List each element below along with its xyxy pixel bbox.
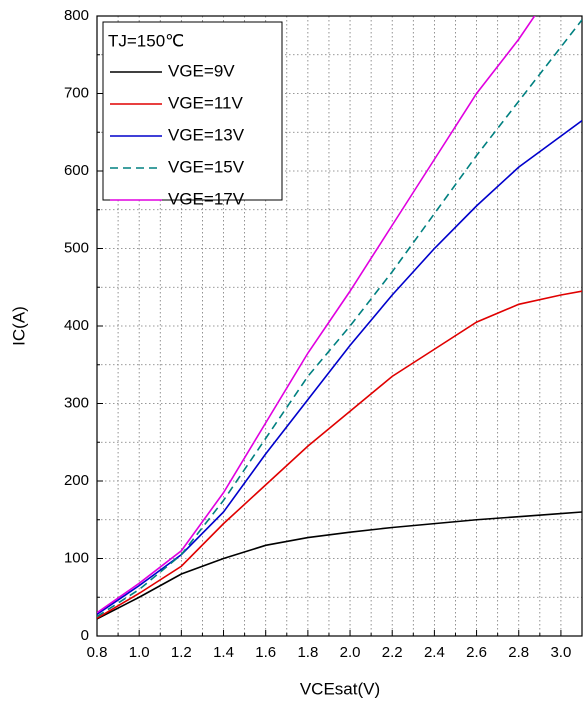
y-tick-label: 800 xyxy=(64,7,89,24)
x-axis-label: VCEsat(V) xyxy=(300,679,380,698)
y-axis-label: IC(A) xyxy=(9,306,28,346)
x-tick-label: 0.8 xyxy=(87,644,108,661)
x-tick-label: 1.0 xyxy=(129,644,150,661)
x-tick-label: 1.8 xyxy=(297,644,318,661)
x-tick-label: 1.6 xyxy=(255,644,276,661)
legend-label: VGE=11V xyxy=(168,93,243,112)
series-line xyxy=(97,290,582,619)
y-tick-label: 700 xyxy=(64,84,89,101)
legend-label: VGE=9V xyxy=(168,61,235,80)
legend-label: VGE=17V xyxy=(168,189,245,208)
x-tick-label: 2.2 xyxy=(382,644,403,661)
x-tick-label: 2.6 xyxy=(466,644,487,661)
legend-box xyxy=(102,21,283,201)
y-tick-label: 300 xyxy=(64,394,89,411)
y-tick-label: 200 xyxy=(64,472,89,489)
x-tick-label: 1.2 xyxy=(171,644,192,661)
plot-frame xyxy=(96,15,583,637)
legend-label: VGE=13V xyxy=(168,125,245,144)
x-tick-label: 2.4 xyxy=(424,644,445,661)
y-tick-label: 0 xyxy=(81,627,89,644)
y-tick-label: 600 xyxy=(64,162,89,179)
legend-label: VGE=15V xyxy=(168,157,245,176)
y-tick-label: 400 xyxy=(64,317,89,334)
x-tick-label: 2.8 xyxy=(508,644,529,661)
series-line xyxy=(97,16,536,614)
series-line xyxy=(97,19,582,618)
legend-title: TJ=150℃ xyxy=(108,31,184,50)
y-tick-label: 100 xyxy=(64,549,89,566)
y-tick-label: 500 xyxy=(64,239,89,256)
series-line xyxy=(97,511,582,620)
x-tick-label: 2.0 xyxy=(340,644,361,661)
x-tick-label: 1.4 xyxy=(213,644,234,661)
x-tick-label: 3.0 xyxy=(550,644,571,661)
